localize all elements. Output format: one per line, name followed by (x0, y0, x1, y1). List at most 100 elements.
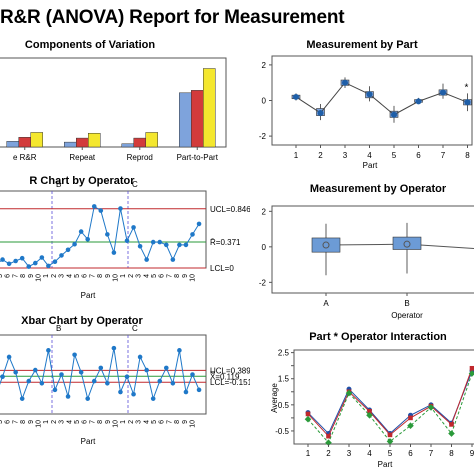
x-tick-label: 2 (326, 449, 331, 458)
plot-area (0, 190, 207, 269)
x-tick-label: Reprod (127, 153, 153, 162)
data-point (111, 250, 117, 255)
bar-3-0 (179, 92, 192, 148)
y-tick-label: -0.5 (275, 427, 289, 436)
x-tick-label: 5 (0, 274, 4, 278)
data-point (59, 253, 64, 258)
x-tick-label: 2 (128, 274, 135, 278)
plot-area (271, 205, 474, 294)
x-tick-label: 4 (367, 151, 372, 160)
data-point (164, 365, 169, 371)
data-point (183, 242, 189, 248)
x-tick-label: 10 (190, 420, 197, 428)
bar-0-0 (6, 141, 19, 148)
series-point-2 (366, 411, 373, 419)
mean-point (464, 99, 471, 106)
center-label: R̄=0.371 (210, 238, 241, 247)
bar-0-2 (30, 132, 43, 148)
data-point (72, 241, 77, 247)
data-point (0, 374, 5, 379)
x-tick-label: 10 (190, 274, 197, 282)
data-point (59, 372, 64, 377)
data-point (124, 374, 130, 379)
x-tick-label: 6 (159, 274, 166, 278)
x-tick-label: 5 (74, 420, 81, 424)
y-tick-label: -2 (259, 132, 267, 141)
x-tick-label: 9 (28, 274, 35, 278)
outlier-marker: * (465, 83, 469, 94)
x-tick-label: 9 (182, 274, 189, 278)
data-point (164, 242, 169, 248)
data-point (6, 354, 12, 360)
data-point (196, 387, 202, 393)
data-point (157, 378, 163, 384)
data-point (131, 391, 136, 397)
x-tick-label: 9 (105, 274, 112, 278)
x-tick-label: 7 (441, 151, 446, 160)
data-point (91, 378, 97, 384)
x-tick-label: 9 (470, 449, 474, 458)
x-tick-label: 7 (166, 274, 173, 278)
data-point (111, 345, 117, 351)
x-tick-label: 10 (36, 420, 43, 428)
x-tick-label: 4 (66, 420, 73, 424)
series-point-2 (345, 389, 353, 397)
chart-title: Measurement by Part (306, 39, 418, 51)
series-point-2 (386, 438, 394, 445)
plot-area (293, 349, 474, 445)
x-tick-label: 9 (182, 420, 189, 424)
y-tick-label: 2.5 (278, 349, 290, 358)
center-label: X̿=0.119 (210, 372, 240, 381)
x-tick-label: 2 (51, 274, 58, 278)
data-point (46, 348, 51, 353)
report-title: R&R (ANOVA) Report for Measurement (0, 7, 345, 28)
x-tick-label: 1 (43, 274, 50, 278)
data-point (157, 239, 163, 245)
data-point (65, 394, 71, 399)
y-tick-label: 0.5 (278, 401, 290, 410)
data-point (183, 389, 189, 395)
data-point (190, 232, 195, 237)
data-point (190, 372, 195, 377)
series-point-1 (387, 432, 393, 438)
x-tick-label: Repeat (69, 153, 96, 162)
data-point (19, 396, 25, 401)
plot-area (0, 334, 207, 415)
data-point (105, 380, 110, 386)
data-point (85, 237, 90, 242)
data-point (19, 255, 25, 261)
y-axis-label: Average (270, 383, 279, 413)
x-tick-label: 3 (59, 274, 66, 278)
bar-2-2 (145, 132, 158, 148)
data-point (52, 387, 58, 393)
series-point-2 (407, 422, 414, 430)
x-tick-label: 6 (5, 420, 12, 424)
series-point-1 (326, 433, 331, 439)
x-tick-label: 3 (59, 420, 66, 424)
data-point (144, 257, 149, 262)
x-tick-label: 2 (51, 420, 58, 424)
x-tick-label: 6 (408, 449, 413, 458)
mean-point (366, 91, 373, 98)
x-tick-label: 6 (5, 274, 12, 278)
x-tick-label: 5 (74, 274, 81, 278)
x-tick-label: 10 (36, 274, 43, 282)
data-point (33, 367, 38, 373)
x-tick-label: Part-to-Part (177, 153, 219, 162)
data-point (124, 238, 130, 243)
data-point (13, 370, 18, 375)
data-point (150, 396, 156, 401)
data-line (0, 348, 200, 401)
x-tick-label: 4 (66, 274, 73, 278)
series-line-1 (307, 368, 473, 438)
x-tick-label: 8 (465, 151, 470, 160)
data-point (85, 396, 90, 401)
bar-3-2 (203, 68, 216, 148)
y-tick-label: 1.5 (278, 375, 290, 384)
x-tick-label: 7 (89, 274, 96, 278)
plot-area (0, 57, 227, 148)
data-point (177, 348, 182, 353)
data-point (177, 242, 182, 248)
x-tick-label: 9 (28, 420, 35, 424)
bar-1-2 (88, 132, 101, 148)
